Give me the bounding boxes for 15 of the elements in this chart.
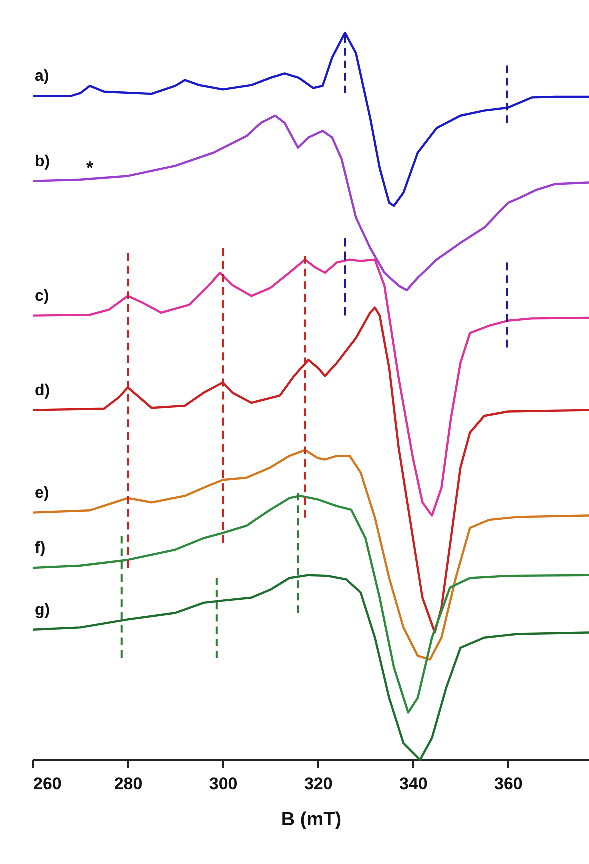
x-tick-label: 320 [304,774,333,794]
series-label: e) [35,484,50,502]
series-label: a) [35,68,50,86]
x-tick-label: 280 [114,774,143,794]
x-tick-label: 360 [494,774,523,794]
series-label: b) [35,153,50,170]
annotation: * [86,158,94,178]
x-tick-label: 340 [399,774,428,794]
x-axis-title: B (mT) [281,810,342,830]
series-label: g) [35,602,50,619]
series-label: f) [35,540,46,558]
x-tick-label: 260 [34,774,62,794]
x-tick-label: 300 [209,774,238,794]
series-label: d) [35,382,50,400]
series-label: c) [35,288,50,305]
